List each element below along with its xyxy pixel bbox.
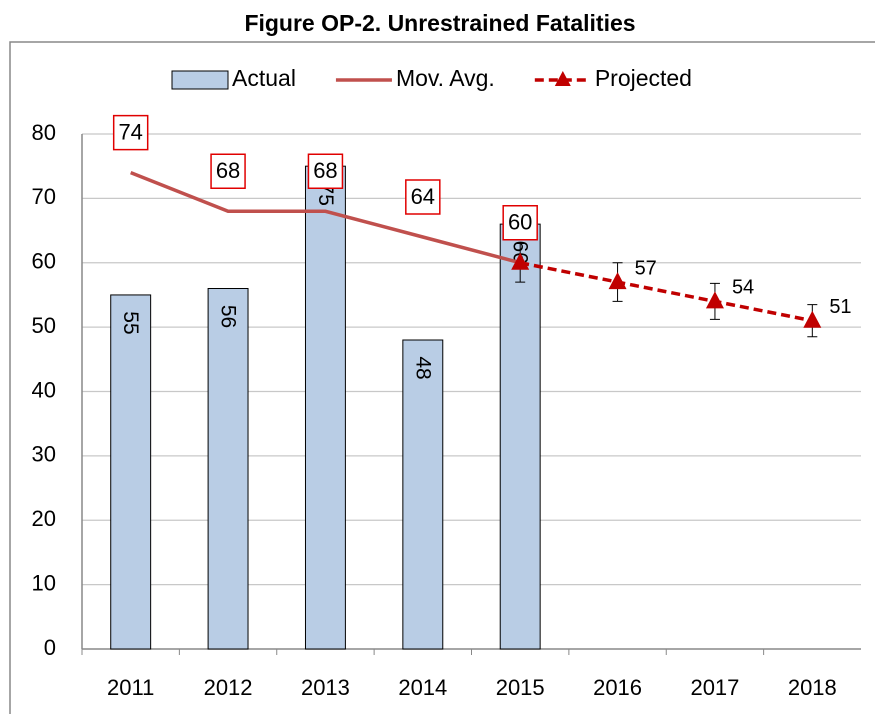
y-tick-label: 70 (32, 184, 56, 209)
x-tick-label: 2018 (788, 675, 837, 700)
y-tick-label: 10 (32, 570, 56, 595)
x-tick-label: 2014 (398, 675, 447, 700)
bar (402, 339, 444, 650)
bar (499, 223, 541, 650)
bar-value-label: 55 (119, 311, 142, 334)
legend-label: Actual (232, 65, 296, 91)
x-tick-label: 2015 (496, 675, 545, 700)
value-label-box (112, 114, 149, 151)
legend-label: Mov. Avg. (396, 65, 495, 91)
value-label-box (307, 153, 344, 189)
y-tick-label: 50 (32, 313, 56, 338)
line-value-label: 68 (313, 158, 337, 183)
y-tick-label: 60 (32, 249, 56, 274)
y-tick-label: 80 (32, 120, 56, 145)
y-tick-label: 20 (32, 506, 56, 531)
y-tick-label: 40 (32, 377, 56, 402)
line (130, 170, 521, 265)
line (519, 261, 813, 323)
projected-value-label: 54 (732, 277, 754, 299)
x-tick-label: 2017 (690, 675, 739, 700)
marker (705, 291, 724, 309)
value-label-box (502, 205, 538, 241)
y-tick-label: 30 (32, 442, 56, 467)
marker (608, 272, 627, 290)
projected-value-label: 57 (635, 257, 657, 279)
legend-marker (554, 71, 571, 86)
line-value-label: 60 (508, 210, 532, 235)
bar-value-label: 48 (411, 356, 434, 379)
projected-value-label: 51 (829, 296, 851, 318)
marker (511, 252, 530, 270)
chart-title: Figure OP-2. Unrestrained Fatalities (244, 10, 635, 36)
marker (803, 310, 822, 328)
x-tick-label: 2011 (107, 675, 154, 700)
x-tick-label: 2016 (593, 675, 642, 700)
y-tick-label: 0 (44, 635, 56, 660)
legend-swatch (171, 70, 229, 90)
line-value-label: 68 (216, 158, 240, 183)
bar-value-label: 56 (217, 305, 240, 328)
bar (207, 288, 249, 650)
legend-label: Projected (595, 65, 692, 91)
value-label-box (210, 153, 246, 189)
line-value-label: 64 (411, 184, 435, 209)
bar (304, 165, 346, 650)
value-label-box (405, 179, 441, 215)
bar (110, 294, 152, 650)
x-tick-label: 2012 (204, 675, 253, 700)
line-value-label: 74 (118, 119, 142, 144)
x-tick-label: 2013 (301, 675, 350, 700)
